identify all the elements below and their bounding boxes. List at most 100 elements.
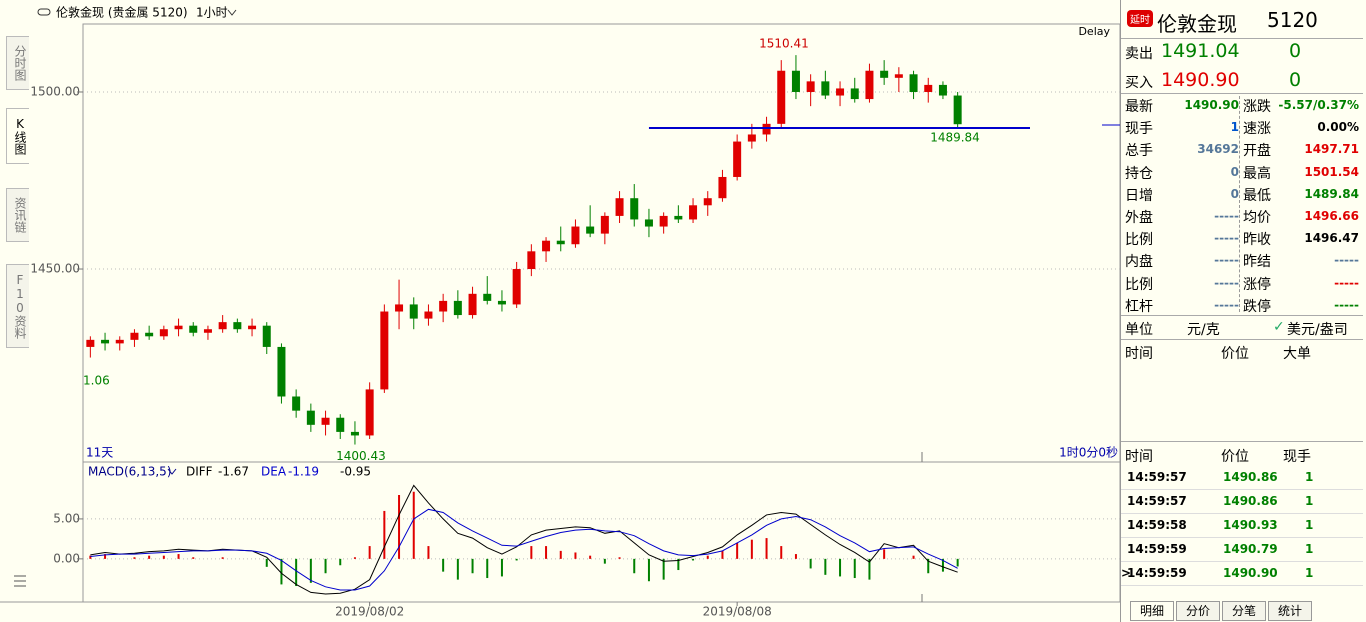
dea-value: -1.19 [288, 465, 319, 479]
low-label: 1400.43 [336, 449, 386, 463]
trade-price: 1490.79 [1223, 542, 1278, 556]
candle-body [880, 70, 889, 78]
macd-value: -0.95 [340, 465, 371, 479]
row-divider [1121, 585, 1363, 586]
trade-price: 1490.93 [1223, 518, 1278, 532]
trade-volume: 1 [1305, 566, 1314, 580]
candle-body [615, 198, 624, 216]
diff-value: -1.67 [218, 465, 249, 479]
candle-body [409, 304, 418, 319]
field-label: 最高 [1243, 165, 1271, 182]
period-select[interactable]: 1小时 [196, 6, 228, 20]
candle-body [203, 329, 212, 333]
field-value: ----- [1214, 275, 1239, 290]
unit-option[interactable]: 美元/盎司 [1287, 322, 1348, 338]
support-label: 1489.84 [930, 130, 980, 144]
check-icon: ✓ [1273, 319, 1285, 335]
candle-body [836, 88, 845, 96]
candle-body [703, 198, 712, 206]
candle-body [468, 293, 477, 316]
side-tab[interactable]: 资讯链 [6, 188, 29, 242]
y-tick-label: 5.00 [53, 511, 80, 525]
side-tab[interactable]: F10资料 [6, 264, 29, 348]
panel-tab[interactable]: 分笔 [1222, 601, 1266, 621]
candle-body [542, 240, 551, 252]
candle-body [586, 226, 595, 234]
field-label: 昨收 [1243, 232, 1271, 249]
candle-body [644, 219, 653, 227]
row-divider [1121, 561, 1363, 562]
candle-body [938, 84, 947, 96]
candle-body [277, 346, 286, 397]
panel-tab[interactable]: 明细 [1130, 601, 1174, 621]
side-tab[interactable]: K线图 [6, 108, 29, 164]
candle-body [395, 304, 404, 312]
candle-body [424, 311, 433, 319]
candle-body [483, 293, 492, 301]
toolbar [0, 0, 1120, 24]
period-arrow[interactable] [227, 9, 237, 16]
edge-label: 1.06 [83, 374, 110, 388]
candle-body [762, 123, 771, 135]
field-value: 0 [1230, 164, 1239, 179]
panel-tab[interactable]: 分价 [1176, 601, 1220, 621]
candle-body [350, 431, 359, 436]
column-header: 时间 [1125, 449, 1153, 465]
panel-tab[interactable]: 统计 [1268, 601, 1312, 621]
candle-body [527, 251, 536, 270]
field-label: 内盘 [1125, 254, 1153, 271]
dea-label: DEA [261, 465, 287, 479]
x-tick-label: 2019/08/02 [335, 605, 404, 619]
high-label: 1510.41 [759, 37, 809, 51]
candle-body [292, 396, 301, 411]
candle-body [159, 329, 168, 337]
sell-price: 1491.04 [1161, 40, 1240, 62]
candle-body [850, 88, 859, 100]
trade-volume: 1 [1305, 542, 1314, 556]
symbol-label: 伦敦金现 (贵金属 5120) [56, 5, 188, 20]
field-label: 现手 [1125, 121, 1153, 138]
field-value: 1496.47 [1304, 231, 1359, 246]
candle-body [630, 198, 639, 220]
chart: 伦敦金现 (贵金属 5120) 1小时 1450.00 1500.00 0.00 5.… [0, 0, 1120, 619]
candle-body [233, 322, 242, 330]
field-value: 34692 [1197, 142, 1239, 157]
candle-body [365, 389, 374, 436]
field-value: 1496.66 [1304, 209, 1359, 223]
candle-body [189, 325, 198, 333]
trade-time: 14:59:57 [1127, 470, 1187, 484]
unit-option[interactable]: 元/克 [1187, 322, 1220, 338]
buy-volume: 0 [1289, 69, 1302, 91]
candle-body [321, 417, 330, 425]
field-label: 比例 [1125, 232, 1153, 249]
buy-label: 买入 [1125, 75, 1153, 91]
candle-body [953, 95, 962, 125]
candle-body [130, 332, 139, 340]
field-value: 0.00% [1317, 120, 1359, 135]
side-tab[interactable]: 分时图 [6, 36, 29, 90]
row-divider [1121, 537, 1363, 538]
quote-code: 5120 [1267, 8, 1318, 32]
x-tick-label: 2019/08/08 [703, 605, 772, 619]
row-divider [1121, 513, 1363, 514]
field-value: ----- [1214, 297, 1239, 312]
candle-body [894, 74, 903, 78]
trade-volume: 1 [1305, 518, 1314, 532]
column-header: 现手 [1283, 449, 1311, 465]
candle-body [101, 339, 110, 344]
sell-volume: 0 [1289, 40, 1302, 62]
candle-body [659, 215, 668, 227]
candle-body [909, 74, 918, 92]
y-tick-label: 0.00 [53, 551, 80, 565]
macd-title: MACD(6,13,5) [88, 465, 172, 479]
candle-body [248, 325, 257, 330]
field-label: 杠杆 [1125, 298, 1153, 315]
link-icon [37, 8, 51, 16]
candle-body [821, 81, 830, 96]
field-label: 跌停 [1243, 298, 1271, 315]
menu-icon[interactable] [14, 575, 26, 587]
field-label: 最低 [1243, 187, 1271, 204]
candle-body [86, 339, 95, 347]
current-row-marker: > [1121, 566, 1132, 580]
